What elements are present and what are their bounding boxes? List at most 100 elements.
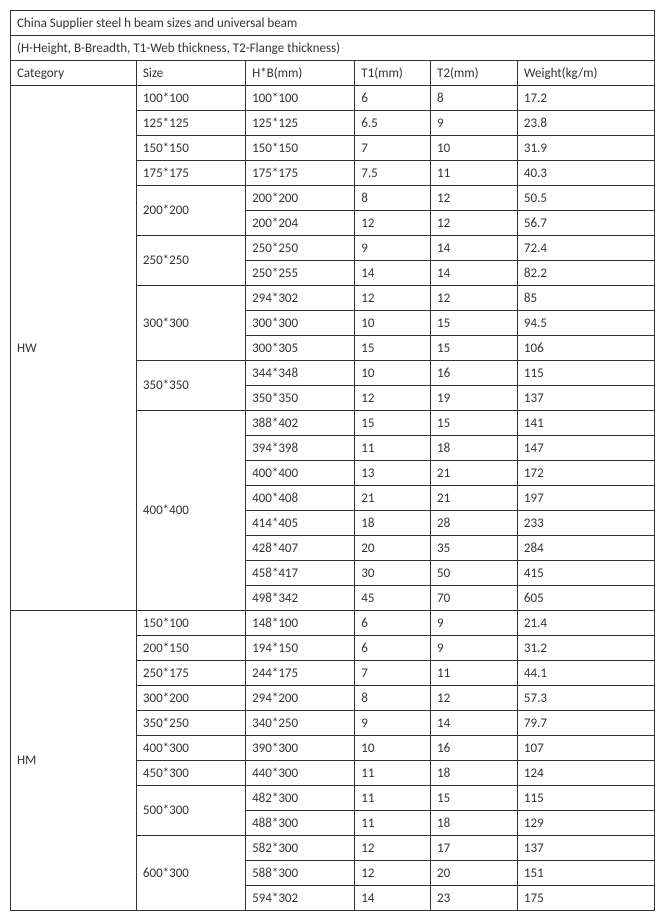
hb-cell: 244*175 xyxy=(246,661,355,686)
hb-cell: 428*407 xyxy=(246,536,355,561)
size-cell: 500*300 xyxy=(136,786,245,836)
category-cell: HM xyxy=(11,611,137,911)
t2-cell: 23 xyxy=(431,886,518,911)
t1-cell: 10 xyxy=(355,311,431,336)
size-cell: 450*300 xyxy=(136,761,245,786)
hb-cell: 194*150 xyxy=(246,636,355,661)
hb-cell: 100*100 xyxy=(246,86,355,111)
t1-cell: 13 xyxy=(355,461,431,486)
t1-cell: 9 xyxy=(355,711,431,736)
weight-cell: 72.4 xyxy=(517,236,654,261)
hb-cell: 482*300 xyxy=(246,786,355,811)
t1-cell: 45 xyxy=(355,586,431,611)
t1-cell: 10 xyxy=(355,736,431,761)
t1-cell: 6 xyxy=(355,611,431,636)
t1-cell: 6 xyxy=(355,86,431,111)
size-cell: 350*350 xyxy=(136,361,245,411)
t1-cell: 21 xyxy=(355,486,431,511)
t1-cell: 7 xyxy=(355,661,431,686)
size-cell: 100*100 xyxy=(136,86,245,111)
table-subtitle: (H-Height, B-Breadth, T1-Web thickness, … xyxy=(11,36,655,61)
size-cell: 150*100 xyxy=(136,611,245,636)
size-cell: 300*200 xyxy=(136,686,245,711)
size-cell: 250*175 xyxy=(136,661,245,686)
hb-cell: 125*125 xyxy=(246,111,355,136)
t1-cell: 18 xyxy=(355,511,431,536)
hb-cell: 582*300 xyxy=(246,836,355,861)
size-cell: 175*175 xyxy=(136,161,245,186)
hb-cell: 148*100 xyxy=(246,611,355,636)
weight-cell: 605 xyxy=(517,586,654,611)
t2-cell: 70 xyxy=(431,586,518,611)
t2-cell: 14 xyxy=(431,261,518,286)
t1-cell: 12 xyxy=(355,211,431,236)
t1-cell: 30 xyxy=(355,561,431,586)
weight-cell: 175 xyxy=(517,886,654,911)
weight-cell: 141 xyxy=(517,411,654,436)
size-cell: 200*200 xyxy=(136,186,245,236)
hb-cell: 458*417 xyxy=(246,561,355,586)
header-row: Category Size H*B(mm) T1(mm) T2(mm) Weig… xyxy=(11,61,655,86)
col-header-t1: T1(mm) xyxy=(355,61,431,86)
t1-cell: 14 xyxy=(355,886,431,911)
weight-cell: 56.7 xyxy=(517,211,654,236)
t2-cell: 18 xyxy=(431,436,518,461)
weight-cell: 44.1 xyxy=(517,661,654,686)
size-cell: 350*250 xyxy=(136,711,245,736)
t2-cell: 35 xyxy=(431,536,518,561)
hb-cell: 390*300 xyxy=(246,736,355,761)
hb-cell: 440*300 xyxy=(246,761,355,786)
t1-cell: 11 xyxy=(355,786,431,811)
t2-cell: 9 xyxy=(431,611,518,636)
hb-cell: 588*300 xyxy=(246,861,355,886)
weight-cell: 415 xyxy=(517,561,654,586)
hb-cell: 414*405 xyxy=(246,511,355,536)
t2-cell: 11 xyxy=(431,161,518,186)
weight-cell: 21.4 xyxy=(517,611,654,636)
t2-cell: 10 xyxy=(431,136,518,161)
t1-cell: 6.5 xyxy=(355,111,431,136)
weight-cell: 172 xyxy=(517,461,654,486)
t2-cell: 8 xyxy=(431,86,518,111)
hb-cell: 498*342 xyxy=(246,586,355,611)
hb-cell: 200*204 xyxy=(246,211,355,236)
weight-cell: 31.2 xyxy=(517,636,654,661)
col-header-weight: Weight(kg/m) xyxy=(517,61,654,86)
size-cell: 300*300 xyxy=(136,286,245,361)
weight-cell: 17.2 xyxy=(517,86,654,111)
weight-cell: 137 xyxy=(517,386,654,411)
category-cell: HW xyxy=(11,86,137,611)
hb-cell: 400*408 xyxy=(246,486,355,511)
size-cell: 125*125 xyxy=(136,111,245,136)
hb-cell: 175*175 xyxy=(246,161,355,186)
t2-cell: 28 xyxy=(431,511,518,536)
t2-cell: 15 xyxy=(431,786,518,811)
t1-cell: 7.5 xyxy=(355,161,431,186)
t2-cell: 12 xyxy=(431,186,518,211)
beam-spec-table: China Supplier steel h beam sizes and un… xyxy=(10,10,655,911)
weight-cell: 137 xyxy=(517,836,654,861)
hb-cell: 344*348 xyxy=(246,361,355,386)
size-cell: 150*150 xyxy=(136,136,245,161)
weight-cell: 233 xyxy=(517,511,654,536)
t1-cell: 12 xyxy=(355,386,431,411)
subtitle-row: (H-Height, B-Breadth, T1-Web thickness, … xyxy=(11,36,655,61)
weight-cell: 57.3 xyxy=(517,686,654,711)
weight-cell: 23.8 xyxy=(517,111,654,136)
hb-cell: 300*300 xyxy=(246,311,355,336)
weight-cell: 50.5 xyxy=(517,186,654,211)
weight-cell: 79.7 xyxy=(517,711,654,736)
t2-cell: 20 xyxy=(431,861,518,886)
col-header-category: Category xyxy=(11,61,137,86)
t1-cell: 14 xyxy=(355,261,431,286)
weight-cell: 107 xyxy=(517,736,654,761)
size-cell: 250*250 xyxy=(136,236,245,286)
t1-cell: 12 xyxy=(355,861,431,886)
t1-cell: 12 xyxy=(355,836,431,861)
t2-cell: 9 xyxy=(431,111,518,136)
t1-cell: 11 xyxy=(355,436,431,461)
size-cell: 600*300 xyxy=(136,836,245,911)
t2-cell: 9 xyxy=(431,636,518,661)
t2-cell: 11 xyxy=(431,661,518,686)
hb-cell: 294*302 xyxy=(246,286,355,311)
